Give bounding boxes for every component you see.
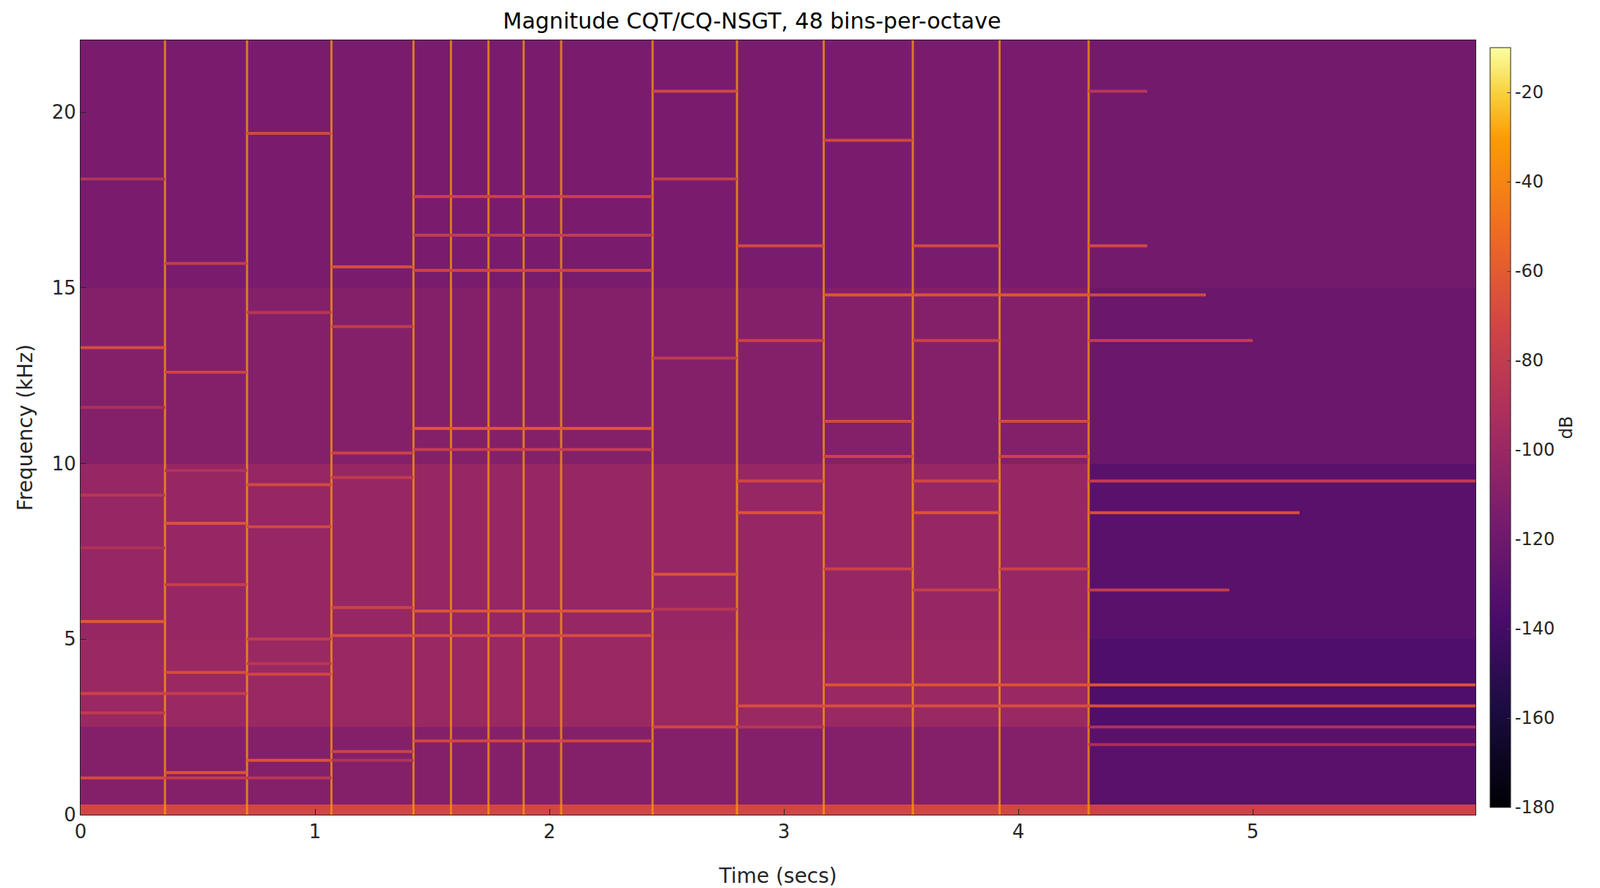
svg-text:-80: -80: [1515, 350, 1544, 371]
svg-text:-20: -20: [1515, 82, 1544, 103]
svg-text:-140: -140: [1515, 618, 1555, 639]
svg-text:15: 15: [52, 276, 77, 299]
svg-text:0: 0: [63, 803, 77, 826]
svg-text:-40: -40: [1515, 171, 1544, 192]
svg-text:Frequency (kHz): Frequency (kHz): [13, 344, 38, 511]
svg-text:5: 5: [63, 627, 77, 650]
svg-text:-160: -160: [1515, 707, 1555, 729]
svg-text:dB: dB: [1556, 416, 1577, 440]
svg-text:0: 0: [74, 820, 88, 843]
svg-text:Time (secs): Time (secs): [717, 863, 837, 888]
svg-text:-180: -180: [1515, 797, 1555, 818]
svg-text:-60: -60: [1515, 260, 1544, 282]
svg-text:-100: -100: [1515, 439, 1555, 461]
svg-text:5: 5: [1246, 820, 1260, 843]
svg-text:Magnitude CQT/CQ-NSGT, 48 bins: Magnitude CQT/CQ-NSGT, 48 bins-per-octav…: [503, 8, 1002, 34]
svg-text:2: 2: [543, 820, 557, 843]
svg-text:1: 1: [309, 820, 322, 843]
svg-text:10: 10: [52, 452, 77, 475]
svg-text:3: 3: [778, 820, 791, 843]
svg-text:20: 20: [52, 101, 77, 124]
svg-text:-120: -120: [1515, 528, 1555, 550]
svg-text:4: 4: [1012, 820, 1025, 843]
